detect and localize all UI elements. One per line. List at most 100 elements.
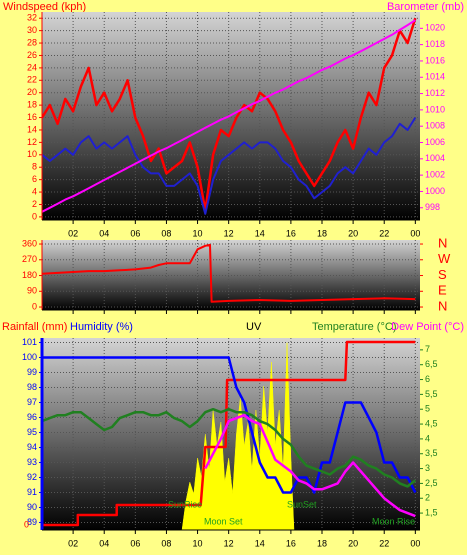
x-tick-label: 10 — [193, 228, 203, 238]
y-tick-label: 90 — [27, 286, 37, 296]
y-tick-label: 22 — [27, 75, 37, 85]
x-tick-label: 12 — [224, 538, 234, 548]
y-tick-label: 91 — [27, 487, 37, 497]
y-tick-label: 101 — [22, 337, 37, 347]
y-tick-label: 16 — [27, 112, 37, 122]
y2-tick-label: 4,5 — [425, 418, 438, 428]
y-tick-label: 18 — [27, 100, 37, 110]
y-tick-label: 4 — [32, 186, 37, 196]
series-line — [42, 356, 417, 494]
x-tick-label: 22 — [379, 228, 389, 238]
y2-tick-label: 998 — [425, 202, 440, 212]
y2-tick-label: 5,5 — [425, 389, 438, 399]
y2-tick-label: 1010 — [425, 104, 445, 114]
y-tick-label: 93 — [27, 457, 37, 467]
y2-tick-label: 6,5 — [425, 359, 438, 369]
y2-tick-label: 1008 — [425, 121, 445, 131]
y-tick-label: 32 — [27, 13, 37, 23]
y-tick-label: 89 — [27, 517, 37, 527]
series-line — [42, 117, 417, 215]
axis-title: Rainfall (mm) — [2, 321, 67, 333]
y-tick-label: 6 — [32, 174, 37, 184]
series-line — [42, 17, 417, 212]
plot — [42, 240, 420, 310]
y-tick-label: 2 — [32, 199, 37, 209]
y-tick-label: 28 — [27, 37, 37, 47]
series-line — [42, 340, 416, 527]
y2-tick-label: N — [438, 235, 447, 250]
y-tick-label: 8 — [32, 162, 37, 172]
x-tick-label: 02 — [68, 228, 78, 238]
y2-tick-label: 1018 — [425, 39, 445, 49]
axis-title: UV — [246, 321, 262, 333]
y-tick-label: 100 — [22, 352, 37, 362]
y2-tick-label: 1020 — [425, 23, 445, 33]
annotation: SunRise — [168, 499, 202, 509]
x-tick-label: 22 — [379, 538, 389, 548]
y-tick-label: 20 — [27, 87, 37, 97]
y-tick-label: 90 — [27, 502, 37, 512]
y2-tick-label: 1012 — [425, 88, 445, 98]
y-tick-label: 0 — [32, 301, 37, 311]
y2-tick-label: 7 — [425, 344, 430, 354]
x-tick-label: 20 — [348, 538, 358, 548]
y-tick-label: 99 — [27, 367, 37, 377]
y-tick-label: 360 — [22, 238, 37, 248]
y-tick-label: 12 — [27, 137, 37, 147]
y-tick-label: 0 — [32, 211, 37, 221]
y-tick-label: 10 — [27, 149, 37, 159]
y2-tick-label: 4 — [425, 433, 430, 443]
x-tick-label: 18 — [317, 228, 327, 238]
y2-tick-label: 6 — [425, 374, 430, 384]
uv-area — [181, 342, 295, 530]
y-tick-label: 24 — [27, 62, 37, 72]
x-tick-label: 04 — [99, 538, 109, 548]
x-tick-label: 14 — [255, 538, 265, 548]
y2-tick-label: 2,5 — [425, 478, 438, 488]
x-tick-label: 00 — [410, 228, 420, 238]
x-tick-label: 04 — [99, 228, 109, 238]
series-line — [204, 413, 416, 518]
y-tick-label: 98 — [27, 382, 37, 392]
series-line — [42, 243, 416, 303]
y2-tick-label: N — [438, 298, 447, 313]
y2-tick-label: 1006 — [425, 137, 445, 147]
y-tick-label: 94 — [27, 442, 37, 452]
y2-tick-label: 3 — [425, 463, 430, 473]
plot — [42, 338, 420, 530]
y2-tick-label: E — [438, 283, 447, 298]
axis-title: Dew Point (°C) — [391, 321, 464, 333]
y-tick-label: 96 — [27, 412, 37, 422]
y-tick-label: 180 — [22, 270, 37, 280]
y2-tick-label: 1014 — [425, 72, 445, 82]
axis-title: Temperature (°C) — [312, 321, 396, 333]
y2-tick-label: 1002 — [425, 170, 445, 180]
x-tick-label: 10 — [193, 538, 203, 548]
x-tick-label: 00 — [410, 538, 420, 548]
x-tick-label: 16 — [286, 228, 296, 238]
y-tick-label: 97 — [27, 397, 37, 407]
series-line — [42, 19, 416, 213]
annotation: Moon Set — [204, 516, 243, 526]
y-tick-label: 95 — [27, 427, 37, 437]
y-tick-label: 26 — [27, 50, 37, 60]
x-tick-label: 16 — [286, 538, 296, 548]
y2-tick-label: 2 — [425, 493, 430, 503]
axis-title: Humidity (%) — [70, 321, 133, 333]
y-tick-label: 270 — [22, 254, 37, 264]
x-tick-label: 14 — [255, 228, 265, 238]
x-tick-label: 18 — [317, 538, 327, 548]
y2-tick-label: 1000 — [425, 186, 445, 196]
y2-tick-label: 1004 — [425, 153, 445, 163]
y2-tick-label: S — [438, 267, 447, 282]
x-tick-label: 06 — [130, 228, 140, 238]
plot — [42, 12, 420, 220]
y-tick-label: 30 — [27, 25, 37, 35]
y-tick-label: 14 — [27, 124, 37, 134]
x-tick-label: 08 — [161, 228, 171, 238]
x-tick-label: 08 — [161, 538, 171, 548]
x-tick-label: 06 — [130, 538, 140, 548]
y-tick-label: 92 — [27, 472, 37, 482]
y3-tick-label: 0 — [24, 519, 29, 529]
